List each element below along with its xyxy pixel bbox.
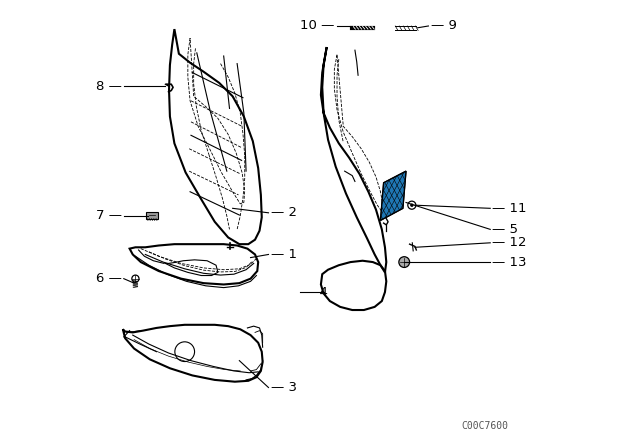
Text: — 4: — 4 bbox=[302, 285, 328, 299]
Text: — 13: — 13 bbox=[493, 255, 527, 269]
Text: — 12: — 12 bbox=[493, 236, 527, 250]
Text: 8 —: 8 — bbox=[95, 79, 122, 93]
Text: 10 —: 10 — bbox=[300, 19, 335, 33]
Text: 7 —: 7 — bbox=[95, 209, 122, 223]
Text: — 2: — 2 bbox=[271, 206, 297, 220]
Text: — 1: — 1 bbox=[271, 248, 297, 261]
FancyBboxPatch shape bbox=[146, 212, 158, 219]
Text: — 5: — 5 bbox=[493, 223, 518, 236]
Text: — 3: — 3 bbox=[271, 381, 297, 394]
Text: — 9: — 9 bbox=[431, 19, 456, 33]
Polygon shape bbox=[380, 171, 406, 220]
Circle shape bbox=[410, 204, 413, 207]
Text: — 11: — 11 bbox=[493, 202, 527, 215]
Text: 6 —: 6 — bbox=[95, 272, 122, 285]
Polygon shape bbox=[380, 171, 406, 220]
Circle shape bbox=[399, 257, 410, 267]
Text: C00C7600: C00C7600 bbox=[461, 422, 508, 431]
